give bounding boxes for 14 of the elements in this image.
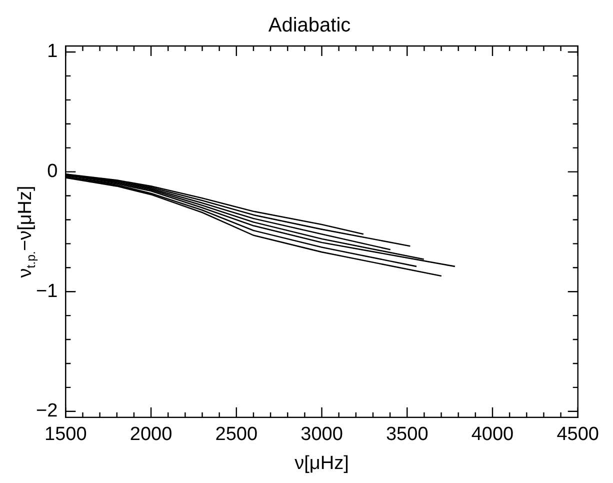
y-tick-label: −2 (36, 400, 58, 422)
y-axis-title: νt.p.−ν[μHz] (15, 186, 38, 278)
y-tick-label: 0 (47, 161, 58, 182)
x-tick-label: 4500 (556, 424, 600, 446)
x-tick-label: 2500 (215, 424, 258, 446)
y-tick-label: 1 (47, 41, 58, 62)
x-tick-label: 4000 (471, 424, 514, 446)
y-tick-label: −1 (36, 280, 58, 302)
x-tick-label: 1500 (44, 424, 87, 446)
x-tick-label: 2000 (130, 424, 172, 446)
x-axis-title: ν[μHz] (294, 452, 349, 474)
x-tick-label: 3000 (300, 424, 343, 446)
x-tick-label: 3500 (386, 424, 428, 446)
chart-title: Adiabatic (268, 14, 351, 37)
